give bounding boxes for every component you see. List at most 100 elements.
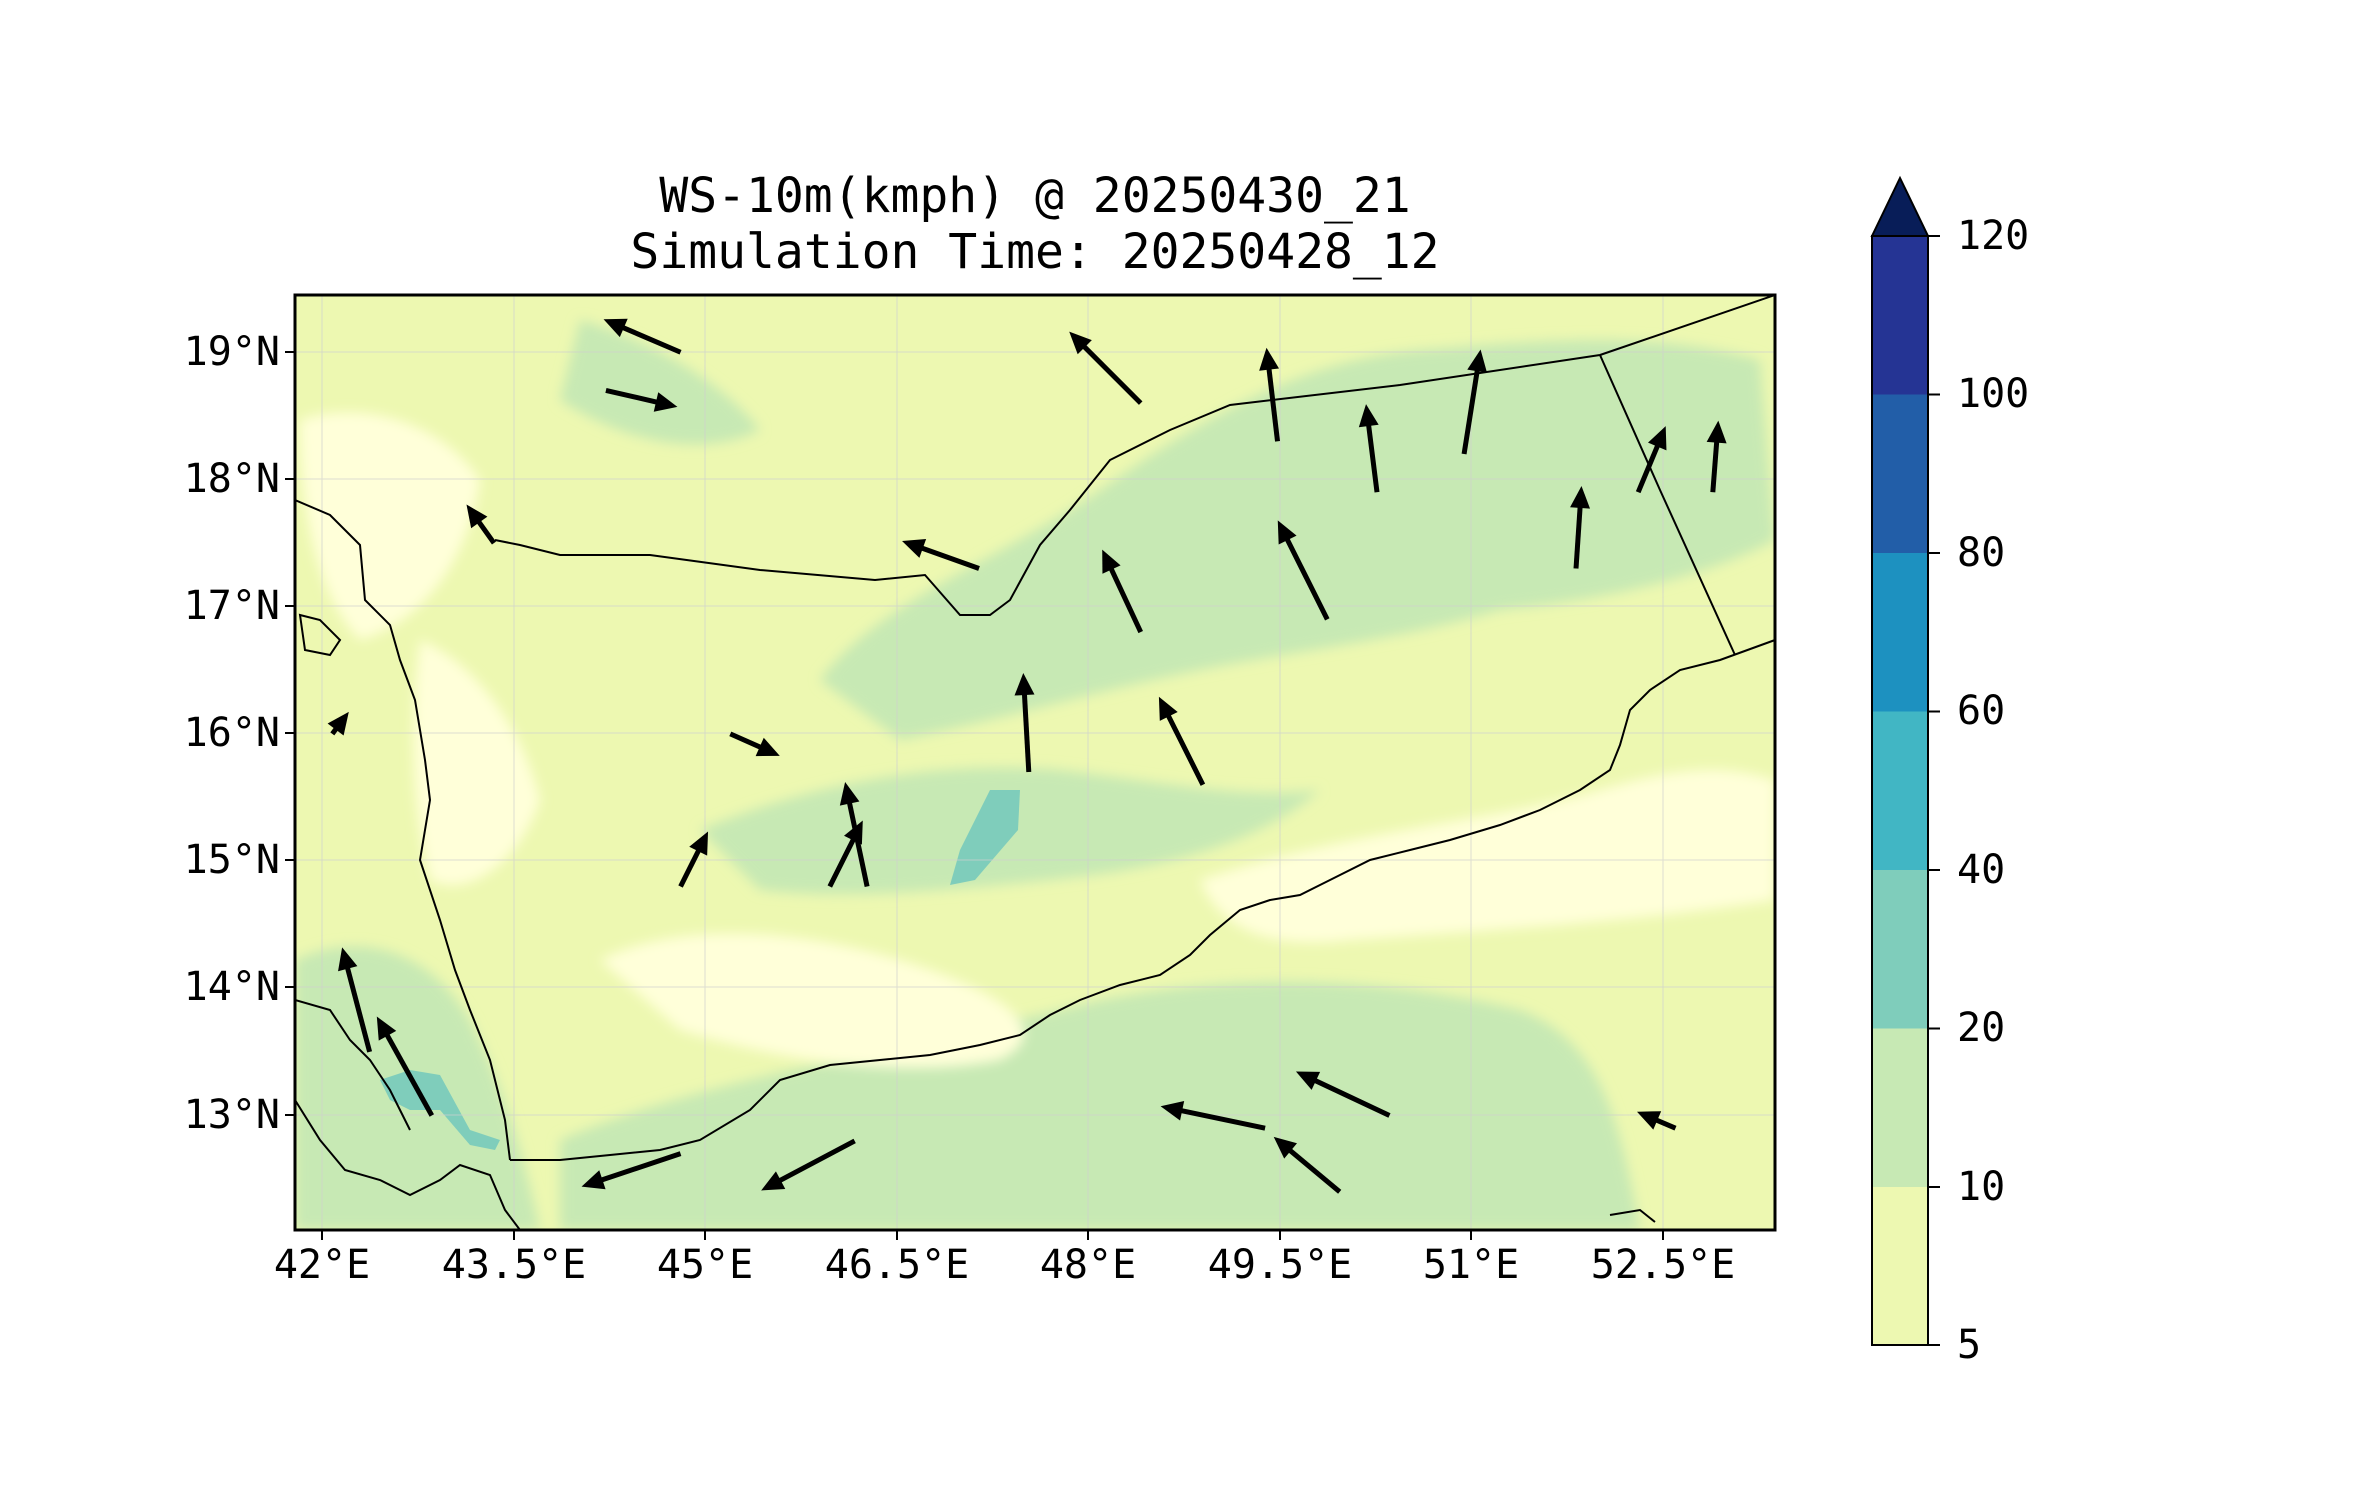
figure-title: WS-10m(kmph) @ 20250430_21 <box>659 168 1411 224</box>
colorbar-label: 100 <box>1957 371 2030 417</box>
wind-vector-head <box>653 392 678 412</box>
colorbar-extend-arrow <box>1870 175 1930 237</box>
lat-tick-label: 17°N <box>183 583 280 629</box>
yemen-south-coast <box>510 639 1775 1161</box>
wind-field-40-60-layer <box>380 790 1020 1150</box>
red-sea-east-coast <box>295 499 511 1161</box>
wind-vector-head <box>755 737 780 757</box>
wind-vector-head <box>327 711 349 736</box>
wind-vector-head <box>1160 1100 1185 1121</box>
wind-vector-head <box>1277 520 1297 545</box>
colorbar-bin-60-80 <box>1872 553 1928 712</box>
wind-vector-shaft <box>1106 563 1143 634</box>
colorbar-label: 40 <box>1957 847 2006 893</box>
lon-tick-label: 42°E <box>273 1242 371 1288</box>
wind-vector-head <box>1273 1136 1298 1159</box>
tick-marks <box>285 351 1664 1240</box>
wind-vector-head <box>902 538 927 558</box>
wind-vector-head <box>1014 673 1035 696</box>
wind-vector-shaft <box>729 731 767 752</box>
colorbar-ticks <box>1928 235 1940 1346</box>
lon-tick-label: 45°E <box>656 1242 754 1288</box>
wind-vector-shaft <box>845 797 870 888</box>
upper-left-band <box>560 320 760 445</box>
wind-vector-head <box>1637 1111 1662 1130</box>
coastal-plain-calm <box>413 640 540 886</box>
wind-vector-head <box>839 782 860 806</box>
wind-vector-shaft <box>774 1138 856 1186</box>
red-sea-west-coast <box>295 999 411 1131</box>
colorbar-label: 20 <box>1957 1005 2006 1051</box>
northwest-calm <box>300 412 480 640</box>
wind-vector-head <box>581 1170 606 1190</box>
wind-vector-head <box>689 831 709 856</box>
wind-vector-shaft <box>1365 419 1380 493</box>
wind-vector-shaft <box>1282 533 1330 621</box>
wind-vector-head <box>1570 486 1591 509</box>
oman-north-border <box>1599 295 1775 356</box>
wind-vector-shaft <box>1573 501 1583 569</box>
wind-vector-shaft <box>605 387 663 406</box>
lat-tick-label: 15°N <box>183 837 280 883</box>
wind-vector-shaft <box>1163 709 1206 786</box>
wind-vector-head <box>338 947 358 972</box>
lon-tick-label: 49.5°E <box>1207 1242 1353 1288</box>
wind-vector-shaft <box>382 1029 434 1117</box>
socotra-edge <box>1609 1208 1656 1223</box>
lat-tick-label: 13°N <box>183 1092 280 1138</box>
highland-patch <box>950 790 1020 885</box>
colorbar-bin-100-120 <box>1872 236 1928 395</box>
wind-vector-head <box>603 318 628 338</box>
gulf-of-aden-zone <box>560 981 1640 1230</box>
colorbar-label: 10 <box>1957 1164 2006 1210</box>
colorbar-bin-10-20 <box>1872 1028 1928 1187</box>
wind-vector-shaft <box>1021 688 1032 773</box>
wind-vector-shaft <box>827 833 858 888</box>
wind-field-5-10-layer <box>300 412 1775 1069</box>
colorbar-label: 80 <box>1957 530 2006 576</box>
lat-tick-label: 18°N <box>183 456 280 502</box>
colorbar-bin-5-10 <box>1872 1187 1928 1346</box>
southern-coast-calm <box>1200 770 1775 943</box>
wind-vector-shaft <box>1078 341 1143 405</box>
wind-vector-head <box>1069 331 1092 355</box>
african-horn-coast <box>295 1099 521 1230</box>
lon-tick-label: 52.5°E <box>1590 1242 1736 1288</box>
lon-tick-label: 51°E <box>1422 1242 1520 1288</box>
wind-vector-shaft <box>1265 363 1281 442</box>
wind-vector-shaft <box>1309 1076 1391 1118</box>
lat-tick-label: 16°N <box>183 710 280 756</box>
colorbar-label: 60 <box>1957 688 2006 734</box>
wind-vector-head <box>1358 404 1379 428</box>
lat-tick-label: 19°N <box>183 329 280 375</box>
figure-subtitle: Simulation Time: 20250428_12 <box>630 224 1440 280</box>
wind-vector-head <box>1259 347 1280 371</box>
gridlines <box>295 295 1775 1230</box>
wind-vector-head <box>376 1016 397 1041</box>
wind-vector-shaft <box>916 544 980 571</box>
wind-vector-shaft <box>595 1151 682 1184</box>
wind-vectors <box>327 318 1727 1194</box>
northern-desert-zone <box>820 340 1775 740</box>
wind-vector-shaft <box>1710 436 1720 493</box>
wind-vector-shaft <box>1175 1107 1266 1131</box>
map-panel <box>295 295 1775 1230</box>
wind-vector-head <box>1467 349 1488 373</box>
oman-border <box>1599 354 1736 656</box>
colorbar <box>1870 175 1940 1346</box>
colorbar-bin-80-100 <box>1872 394 1928 553</box>
wind-vector-head <box>1706 420 1727 444</box>
wind-vector-head <box>1158 696 1178 721</box>
wind-vector-head <box>1648 426 1667 451</box>
wind-vector-head <box>761 1171 786 1191</box>
bab-el-mandeb-patch <box>380 1070 500 1150</box>
colorbar-label: 5 <box>1957 1322 1982 1368</box>
lon-tick-label: 46.5°E <box>824 1242 970 1288</box>
wind-vector-shaft <box>1461 364 1481 455</box>
wind-vector-head <box>466 504 488 529</box>
wind-vector-shaft <box>343 962 373 1053</box>
farasan-islands <box>298 613 342 657</box>
wind-vector-head <box>1295 1071 1321 1090</box>
wind-vector-shaft <box>678 844 704 888</box>
